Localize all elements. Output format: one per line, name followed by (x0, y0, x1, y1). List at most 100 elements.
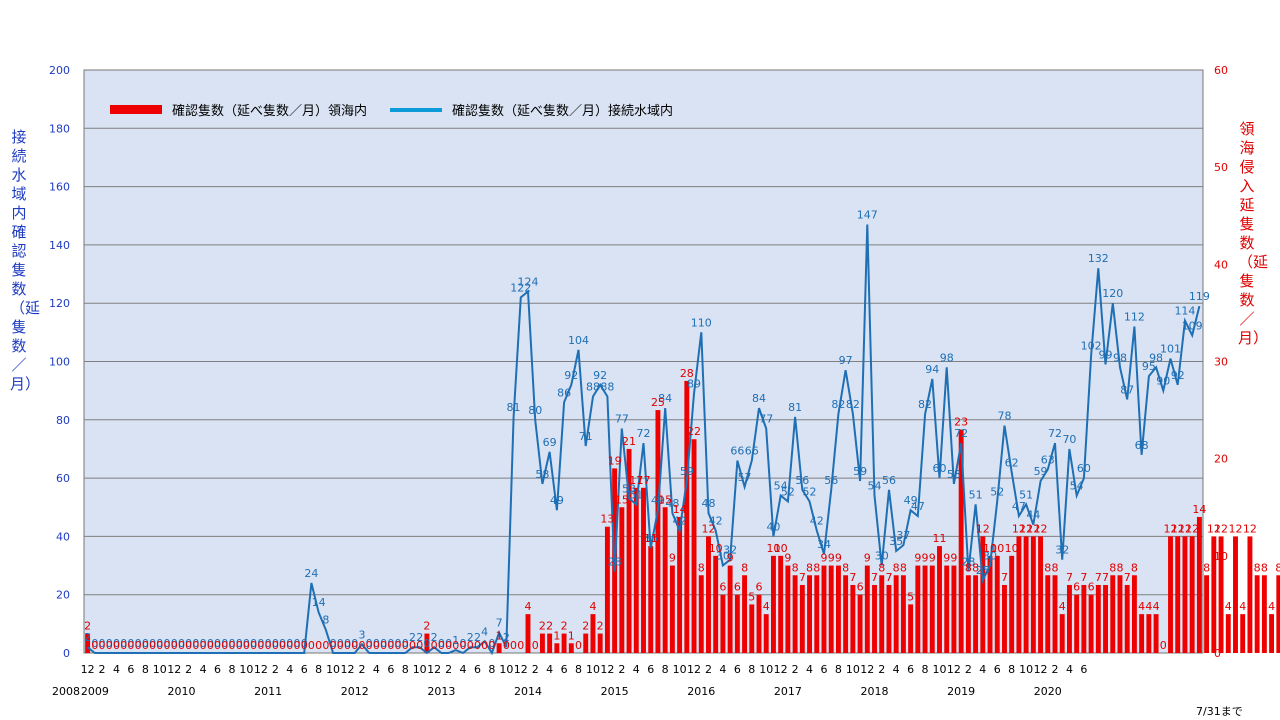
territorial-value-label: 1 (496, 629, 503, 642)
contiguous-value-label: 0 (113, 637, 120, 650)
territorial-value-label: 12 (1019, 522, 1033, 535)
territorial-value-label: 9 (828, 552, 835, 565)
contiguous-value-label: 0 (438, 637, 445, 650)
contiguous-value-label: 81 (788, 401, 802, 414)
year-label: 2011 (254, 685, 282, 698)
contiguous-value-label: 0 (228, 637, 235, 650)
contiguous-value-label: 0 (301, 637, 308, 650)
right-tick-label: 60 (1214, 64, 1228, 77)
territorial-value-label: 0 (358, 639, 365, 652)
contiguous-value-label: 47 (1012, 500, 1026, 513)
territorial-value-label: 8 (1116, 561, 1123, 574)
year-label: 2008 (52, 685, 80, 698)
legend-label-contiguous: 確認隻数（延べ隻数／月）接続水域内 (452, 104, 674, 119)
territorial-bar (937, 546, 942, 653)
contiguous-value-label: 30 (983, 550, 997, 563)
territorial-bar (749, 604, 755, 653)
left-tick-label: 120 (49, 297, 70, 310)
contiguous-value-label: 0 (99, 637, 106, 650)
contiguous-value-label: 86 (557, 386, 571, 399)
contiguous-value-label: 2 (84, 631, 91, 644)
contiguous-value-label: 122 (510, 281, 531, 294)
territorial-value-label: 8 (842, 561, 849, 574)
territorial-value-label: 0 (510, 639, 517, 652)
territorial-bar (828, 565, 834, 653)
territorial-bar (1269, 614, 1275, 653)
month-tick-label: 2 (965, 663, 972, 676)
territorial-bar (1009, 555, 1015, 653)
territorial-value-label: 0 (272, 639, 279, 652)
contiguous-value-label: 2 (467, 631, 474, 644)
territorial-value-label: 4 (1225, 600, 1232, 613)
territorial-value-label: 0 (380, 639, 387, 652)
territorial-value-label: 12 (701, 522, 715, 535)
territorial-bar (727, 565, 733, 653)
month-tick-label: 6 (907, 663, 914, 676)
territorial-bar (734, 594, 740, 653)
month-tick-label: 4 (979, 663, 986, 676)
month-tick-label: 6 (561, 663, 568, 676)
territorial-value-label: 6 (1073, 581, 1080, 594)
territorial-value-label: 9 (929, 552, 936, 565)
contiguous-value-label: 36 (644, 532, 658, 545)
right-tick-label: 40 (1214, 258, 1228, 271)
contiguous-value-label: 42 (810, 515, 824, 528)
left-tick-label: 80 (56, 414, 70, 427)
contiguous-value-label: 0 (293, 637, 300, 650)
contiguous-value-label: 0 (445, 637, 452, 650)
territorial-value-label: 0 (308, 639, 315, 652)
territorial-value-label: 9 (914, 552, 921, 565)
year-label: 2009 (81, 685, 109, 698)
contiguous-value-label: 47 (911, 500, 925, 513)
month-tick-label: 8 (922, 663, 929, 676)
left-tick-label: 100 (49, 356, 70, 369)
month-tick-label: 4 (113, 663, 120, 676)
territorial-bar (756, 594, 762, 653)
territorial-value-label: 0 (135, 639, 142, 652)
territorial-bar (742, 575, 748, 653)
territorial-value-label: 9 (820, 552, 827, 565)
year-label: 2018 (861, 685, 889, 698)
contiguous-value-label: 99 (1099, 348, 1113, 361)
contiguous-value-label: 0 (221, 637, 228, 650)
territorial-value-label: 2 (84, 620, 91, 633)
territorial-bar (900, 575, 906, 653)
axes: 0204060801001201401601802000102030405060… (49, 64, 1228, 698)
contiguous-value-label: 66 (730, 445, 744, 458)
contiguous-value-label: 110 (691, 316, 712, 329)
territorial-value-label: 1 (553, 629, 560, 642)
territorial-value-label: 4 (1138, 600, 1145, 613)
year-label: 2015 (601, 685, 629, 698)
month-tick-label: 12 (1034, 663, 1048, 676)
contiguous-value-label: 51 (629, 488, 643, 501)
territorial-bar (597, 633, 603, 653)
territorial-bar (944, 565, 950, 653)
contiguous-value-label: 14 (312, 596, 326, 609)
territorial-value-label: 14 (1192, 503, 1206, 516)
month-tick-label: 6 (474, 663, 481, 676)
territorial-bar (1124, 584, 1130, 653)
territorial-value-label: 4 (589, 600, 596, 613)
month-tick-label: 6 (647, 663, 654, 676)
territorial-bar (799, 584, 805, 653)
territorial-value-label: 0 (387, 639, 394, 652)
territorial-value-label: 12 (1228, 522, 1242, 535)
territorial-bar (1254, 575, 1260, 653)
territorial-value-label: 10 (709, 542, 723, 555)
contiguous-value-label: 119 (1189, 290, 1210, 303)
contiguous-value-label: 35 (889, 535, 903, 548)
territorial-value-label: 8 (806, 561, 813, 574)
territorial-bar (539, 633, 545, 653)
contiguous-value-label: 109 (1182, 319, 1203, 332)
month-tick-label: 4 (546, 663, 553, 676)
contiguous-value-label: 94 (925, 363, 939, 376)
territorial-value-label: 12 (1185, 522, 1199, 535)
territorial-value-label: 0 (445, 639, 452, 652)
territorial-value-label: 7 (885, 571, 892, 584)
contiguous-value-label: 42 (673, 515, 687, 528)
territorial-value-label: 0 (351, 639, 358, 652)
territorial-value-label: 12 (1012, 522, 1026, 535)
territorial-value-label: 12 (1034, 522, 1048, 535)
territorial-bar (1030, 536, 1036, 653)
month-tick-label: 2 (185, 663, 192, 676)
